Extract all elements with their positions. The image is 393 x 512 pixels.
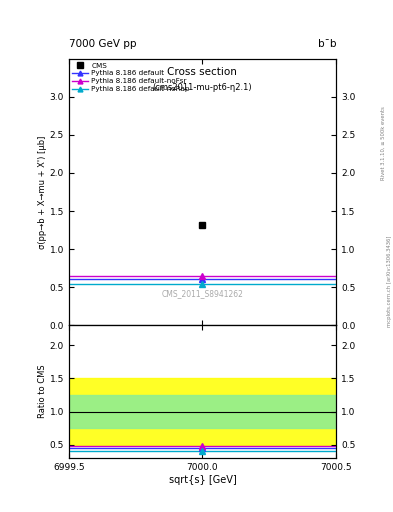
Legend: CMS, Pythia 8.186 default, Pythia 8.186 default-noFsr, Pythia 8.186 default-noRa: CMS, Pythia 8.186 default, Pythia 8.186 … xyxy=(71,61,191,94)
Bar xyxy=(69,378,336,445)
Text: (cms2011-mu-pt6-η2.1): (cms2011-mu-pt6-η2.1) xyxy=(152,83,252,92)
Y-axis label: σ(pp→b + X→mu + X') [μb]: σ(pp→b + X→mu + X') [μb] xyxy=(38,135,47,249)
Y-axis label: Ratio to CMS: Ratio to CMS xyxy=(38,365,47,418)
Text: 7000 GeV pp: 7000 GeV pp xyxy=(69,38,136,49)
X-axis label: sqrt{s} [GeV]: sqrt{s} [GeV] xyxy=(169,475,236,485)
Text: Rivet 3.1.10, ≥ 500k events: Rivet 3.1.10, ≥ 500k events xyxy=(381,106,386,180)
Bar xyxy=(69,395,336,428)
Text: CMS_2011_S8941262: CMS_2011_S8941262 xyxy=(162,289,243,297)
Text: mcplots.cern.ch [arXiv:1306.3436]: mcplots.cern.ch [arXiv:1306.3436] xyxy=(387,236,392,327)
Text: b¯b: b¯b xyxy=(318,38,336,49)
Text: Cross section: Cross section xyxy=(167,67,237,77)
